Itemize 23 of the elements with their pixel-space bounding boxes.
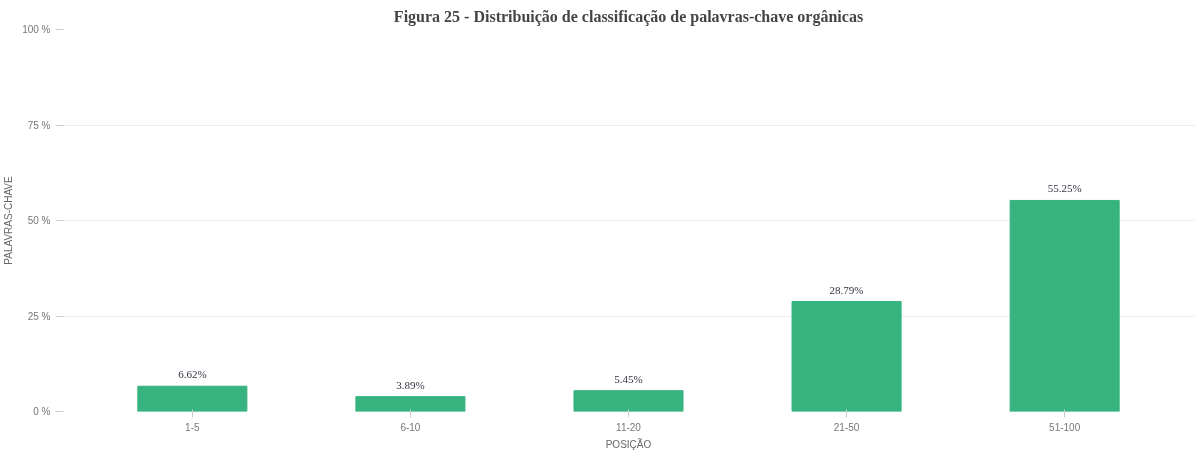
x-tick-label: 21-50 [833, 421, 860, 433]
bar [1009, 199, 1120, 412]
data-label: 5.45% [614, 372, 643, 385]
bar [573, 390, 684, 412]
bar [791, 301, 902, 412]
data-label: 28.79% [829, 283, 864, 296]
y-tick-label: 50 % [27, 215, 51, 226]
x-tick-label: 11-20 [616, 421, 642, 433]
x-tick-label: 51-100 [1049, 421, 1081, 433]
y-tick-label: 100 % [22, 24, 51, 35]
x-axis-title: POSIÇÃO [605, 437, 652, 450]
x-tick-label: 1-5 [185, 421, 201, 433]
data-label: 3.89% [396, 378, 425, 391]
bar [137, 385, 248, 412]
x-tick-label: 6-10 [400, 421, 421, 433]
y-axis-title: PALAVRAS-CHAVE [3, 175, 15, 265]
y-tick-label: 75 % [27, 119, 51, 131]
data-label: 55.25% [1047, 182, 1082, 195]
bar [355, 396, 466, 412]
y-tick-label: 25 % [27, 310, 51, 322]
data-label: 6.62% [178, 368, 207, 381]
chart-title: Figura 25 - Distribuição de classificação de palavras-chave orgânicas [393, 7, 864, 26]
y-tick-label: 0 % [33, 406, 51, 417]
